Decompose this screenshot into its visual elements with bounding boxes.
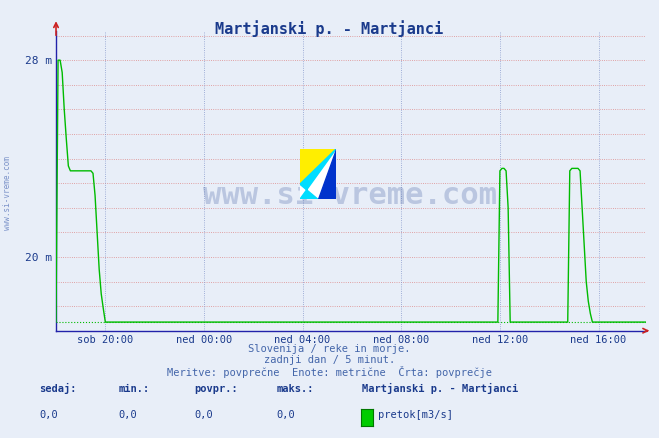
Text: www.si-vreme.com: www.si-vreme.com xyxy=(203,181,497,210)
Polygon shape xyxy=(300,149,336,184)
Text: Meritve: povprečne  Enote: metrične  Črta: povprečje: Meritve: povprečne Enote: metrične Črta:… xyxy=(167,366,492,378)
Polygon shape xyxy=(300,149,336,199)
Text: 0,0: 0,0 xyxy=(119,410,137,420)
Text: pretok[m3/s]: pretok[m3/s] xyxy=(378,410,453,420)
Text: maks.:: maks.: xyxy=(277,384,314,394)
Text: 0,0: 0,0 xyxy=(194,410,213,420)
Text: sedaj:: sedaj: xyxy=(40,383,77,394)
Text: Slovenija / reke in morje.: Slovenija / reke in morje. xyxy=(248,344,411,354)
Text: Martjanski p. - Martjanci: Martjanski p. - Martjanci xyxy=(362,383,519,394)
Text: 0,0: 0,0 xyxy=(40,410,58,420)
Text: povpr.:: povpr.: xyxy=(194,384,238,394)
Text: min.:: min.: xyxy=(119,384,150,394)
Text: 0,0: 0,0 xyxy=(277,410,295,420)
Polygon shape xyxy=(318,149,336,199)
Text: www.si-vreme.com: www.si-vreme.com xyxy=(3,156,13,230)
Text: Martjanski p. - Martjanci: Martjanski p. - Martjanci xyxy=(215,20,444,36)
Text: zadnji dan / 5 minut.: zadnji dan / 5 minut. xyxy=(264,355,395,365)
